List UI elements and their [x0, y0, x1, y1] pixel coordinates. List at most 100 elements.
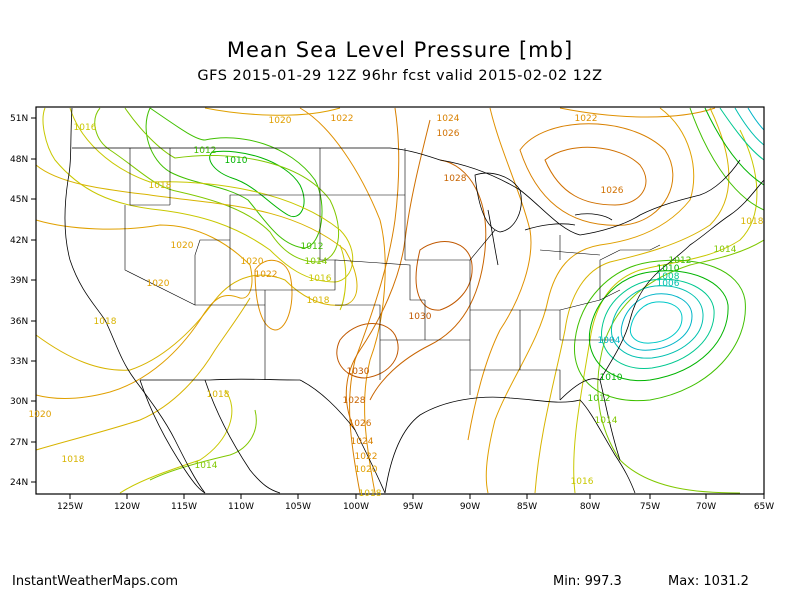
- isobar-1030-sw: [336, 323, 399, 379]
- isobar-label: 1018: [741, 217, 764, 227]
- lon-tick-label: 65W: [754, 502, 774, 512]
- isobar-1010-nw: [209, 150, 305, 218]
- isobar-1014-nw: [94, 107, 340, 263]
- atlantic-coastline: [599, 179, 765, 381]
- isobar-label: 1014: [305, 257, 328, 267]
- isobar-label: 1030: [409, 312, 432, 322]
- isobar-label: 1010: [657, 264, 680, 274]
- isobar-1018-ne: [534, 107, 730, 494]
- isobar-lines: [35, 107, 765, 494]
- isobar-1022-utah: [254, 260, 293, 331]
- isobar-1012-nw: [145, 107, 323, 249]
- isobar-1024: [349, 107, 400, 494]
- lon-tick-label: 90W: [460, 502, 480, 512]
- isobar-label: 1014: [595, 416, 618, 426]
- isobar-label: 1008: [657, 272, 680, 282]
- isobar-1002-low: [629, 301, 683, 344]
- isobar-1016-rockies: [339, 244, 347, 311]
- isobar-1020-north: [204, 107, 341, 116]
- map-subtitle: GFS 2015-01-29 12Z 96hr fcst valid 2015-…: [197, 68, 603, 84]
- isobar-1016-ne: [573, 129, 758, 494]
- lat-tick-label: 51N: [10, 114, 28, 124]
- isobar-label: 1016: [571, 477, 594, 487]
- lat-tick-label: 33N: [10, 357, 28, 367]
- isobar-label: 1018: [149, 181, 172, 191]
- isobar-label: 1012: [669, 256, 692, 266]
- lon-tick-label: 75W: [640, 502, 660, 512]
- isobar-label: 1024: [437, 114, 460, 124]
- isobar-label: 1022: [355, 452, 378, 462]
- isobar-1028: [369, 159, 487, 401]
- lon-tick-label: 100W: [343, 502, 369, 512]
- florida: [559, 378, 621, 461]
- isobar-label: 1012: [194, 146, 217, 156]
- lat-tick-label: 30N: [10, 397, 28, 407]
- isobar-label: 1024: [351, 437, 374, 447]
- isobar-label: 1018: [207, 390, 230, 400]
- min-pressure: Min: 997.3: [553, 574, 622, 589]
- isobar-label: 1018: [359, 489, 382, 499]
- isobar-1018-sw: [35, 297, 251, 451]
- isobar-label: 1020: [171, 241, 194, 251]
- isobar-label: 1028: [343, 396, 366, 406]
- isobar-label: 1014: [195, 461, 218, 471]
- isobar-label: 1020: [241, 257, 264, 267]
- lon-tick-label: 80W: [580, 502, 600, 512]
- lake-michigan: [487, 209, 499, 266]
- isobar-label: 1026: [349, 419, 372, 429]
- max-value: 1031.2: [703, 574, 749, 589]
- lat-tick-label: 48N: [10, 155, 28, 165]
- isobar-label: 1020: [269, 116, 292, 126]
- isobar-1022-east: [467, 107, 532, 441]
- max-label: Max:: [668, 574, 700, 589]
- isobar-label: 1010: [600, 373, 623, 383]
- great-lakes: [474, 172, 522, 233]
- lon-tick-label: 85W: [517, 502, 537, 512]
- map-title: Mean Sea Level Pressure [mb]: [226, 38, 574, 62]
- lon-tick-label: 120W: [114, 502, 140, 512]
- isobar-label: 1012: [301, 242, 324, 252]
- isobar-label: 1006: [657, 279, 680, 289]
- longitude-axis: 125W 120W 115W 110W 105W 100W 95W 90W 85W 80W 75W 7…: [57, 494, 774, 512]
- isobar-label: 1022: [255, 270, 278, 280]
- isobar-1018-west: [35, 164, 358, 371]
- isobar-1006-ne: [734, 107, 765, 146]
- lon-tick-label: 70W: [696, 502, 716, 512]
- isobar-label: 1018: [62, 455, 85, 465]
- isobar-1004-ne: [747, 107, 765, 131]
- isobar-label: 1018: [94, 317, 117, 327]
- canada-border: [72, 147, 741, 236]
- isobar-1022-north: [299, 107, 386, 494]
- isobar-1020-ne: [485, 107, 695, 494]
- min-value: 997.3: [584, 574, 622, 589]
- isobar-1020-west: [35, 219, 253, 399]
- isobar-1024-greatlakes: [519, 123, 674, 226]
- lat-tick-label: 39N: [10, 276, 28, 286]
- isobar-1010-ne: [704, 107, 765, 186]
- isobar-label: 1022: [331, 114, 354, 124]
- lat-tick-label: 36N: [10, 317, 28, 327]
- pacific-coastline: [64, 107, 206, 494]
- isobar-label: 1022: [575, 114, 598, 124]
- isobar-1022-ne: [559, 107, 716, 118]
- isobar-label: 1016: [74, 123, 97, 133]
- mexico-border: [140, 378, 386, 494]
- mexico-west-coast: [204, 379, 281, 494]
- lon-tick-label: 125W: [57, 502, 83, 512]
- isobar-label: 1010: [225, 156, 248, 166]
- isobar-1030-ne: [415, 241, 473, 311]
- isobar-1014-ne: [597, 239, 765, 494]
- lat-tick-label: 24N: [10, 478, 28, 488]
- map-boundaries: [64, 107, 765, 494]
- isobar-1012-ne: [689, 107, 765, 211]
- latitude-axis: 51N 48N 45N 42N 39N 36N 33N 30N 27N 24N: [10, 114, 36, 488]
- lon-tick-label: 110W: [228, 502, 254, 512]
- lat-tick-label: 45N: [10, 195, 28, 205]
- isobar-label: 1020: [355, 465, 378, 475]
- isobar-1008-ne: [719, 107, 765, 161]
- lon-tick-label: 105W: [285, 502, 311, 512]
- isobar-label: 1004: [598, 336, 621, 346]
- isobar-1006-low: [610, 285, 704, 359]
